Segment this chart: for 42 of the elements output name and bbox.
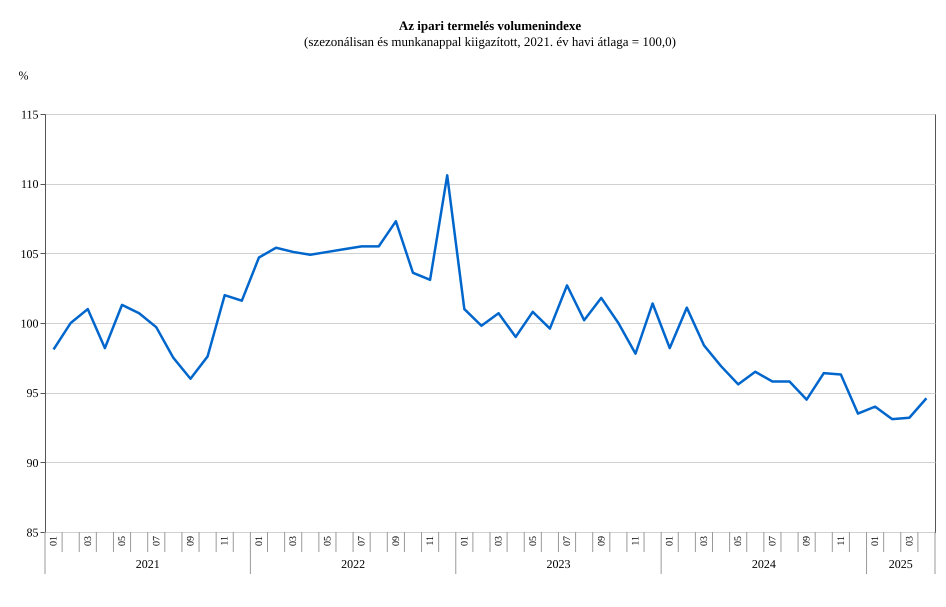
x-tick-label: 07 [151, 536, 162, 546]
text: 2021 [136, 557, 160, 571]
text: 2023 [546, 557, 570, 571]
text: 2022 [341, 557, 366, 571]
x-tick-label: 03 [82, 536, 94, 546]
y-axis-title: % [18, 68, 28, 82]
x-tick-label: 09 [390, 536, 402, 546]
x-tick-label: 01 [254, 536, 265, 546]
x-tick-label: 01 [664, 536, 676, 546]
x-tick-label: 01 [459, 536, 470, 546]
x-tick-label: 09 [185, 536, 196, 546]
x-tick-label: 09 [596, 536, 608, 546]
y-tick-label: 105 [20, 246, 38, 261]
x-tick-label: 11 [630, 536, 642, 546]
y-tick-label: 100 [20, 316, 38, 330]
y-tick-label: 115 [20, 108, 38, 122]
chart-title: Az ipari termelés volumenindexe [398, 18, 582, 33]
line-series [52, 174, 928, 420]
x-tick-label: 05 [322, 536, 334, 546]
x-tick-label: 09 [802, 536, 813, 546]
x-tick-label: 03 [288, 536, 300, 546]
x-tick-label: 03 [904, 536, 916, 546]
x-tick-label: 05 [528, 536, 539, 546]
y-tick-label: 95 [26, 386, 38, 400]
x-tick-label: 05 [117, 536, 128, 546]
x-tick-label: 03 [698, 536, 710, 546]
x-tick-label: 05 [733, 536, 744, 546]
chart-subtitle: (szezonálisan és munkanappal kiigazított, 2021. év havi átlaga = 100,0) [304, 34, 676, 49]
x-tick-label: 07 [767, 536, 778, 546]
x-tick-label: 01 [48, 536, 60, 546]
y-tick-label: 85 [26, 526, 38, 540]
x-tick-label: 07 [356, 536, 368, 546]
x-tick-label: 03 [494, 536, 505, 546]
y-tick-label: 110 [20, 177, 38, 192]
x-tick-label: 01 [870, 536, 882, 546]
text: 2024 [752, 557, 776, 571]
text: 2025 [888, 557, 913, 571]
y-tick-label: 90 [26, 456, 38, 470]
x-tick-label: 07 [562, 536, 574, 546]
x-tick-label: 11 [220, 536, 231, 546]
x-tick-label: 11 [425, 536, 436, 546]
x-tick-label: 11 [836, 536, 847, 546]
